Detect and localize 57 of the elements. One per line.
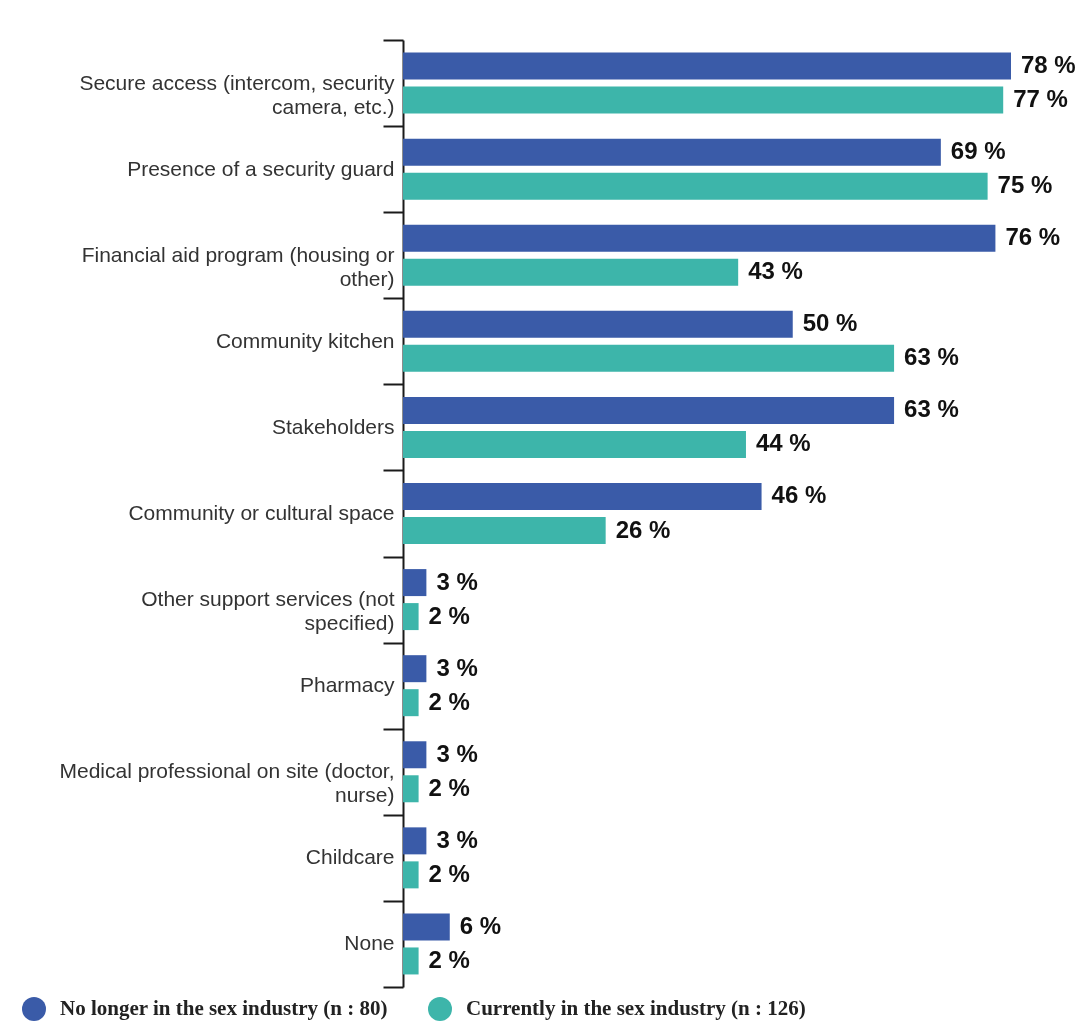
data-label: 50 %: [802, 309, 858, 337]
data-label: 44 %: [755, 429, 811, 457]
y-tick-label: Financial aid program (housing or other): [81, 242, 395, 290]
legend-label: Currently in the sex industry (n : 126): [466, 996, 806, 1020]
y-tick-label: None: [344, 931, 395, 955]
bar: [403, 569, 427, 597]
bar: [403, 517, 606, 544]
bar: [403, 827, 427, 855]
bar: [403, 52, 1011, 80]
bar: [403, 224, 996, 252]
bar: [403, 775, 419, 803]
bar: [403, 344, 895, 372]
data-label: 78 %: [1021, 51, 1076, 79]
data-label: 75 %: [997, 171, 1053, 199]
data-label: 63 %: [904, 395, 959, 423]
data-label: 77 %: [1013, 85, 1068, 113]
y-tick-label: Other support services (not specified): [141, 587, 395, 635]
data-label: 26 %: [615, 515, 671, 543]
y-tick-label: Pharmacy: [299, 673, 395, 697]
data-label: 6 %: [459, 911, 502, 939]
data-label: 69 %: [950, 137, 1006, 165]
bar: [403, 741, 427, 769]
bar: [403, 430, 746, 458]
bar: [403, 603, 419, 631]
y-tick-label: Community kitchen: [215, 328, 395, 352]
data-label: 2 %: [428, 687, 470, 715]
data-label: 3 %: [436, 653, 478, 681]
data-label: 43 %: [748, 257, 803, 285]
y-tick-label: Secure access (intercom, security camera, etc.): [79, 70, 395, 118]
y-tick-label: Community or cultural space: [128, 501, 395, 524]
data-label: 63 %: [904, 343, 959, 371]
bar: [403, 86, 1004, 114]
data-label: 2 %: [428, 601, 470, 629]
bar: [403, 483, 762, 510]
y-tick-label: Childcare: [305, 845, 395, 869]
bar: [403, 310, 793, 338]
y-tick-label: Presence of a security guard: [127, 156, 395, 180]
bar: [403, 861, 419, 889]
data-label: 2 %: [428, 773, 470, 801]
data-label: 3 %: [436, 567, 478, 595]
bar: [403, 172, 988, 200]
bar: [403, 396, 895, 424]
bar: [403, 655, 427, 683]
data-label: 2 %: [428, 859, 470, 887]
data-label: 46 %: [771, 481, 827, 509]
bar: [403, 947, 419, 975]
bar: [403, 689, 419, 717]
legend-label: No longer in the sex industry (n : 80): [60, 996, 388, 1020]
bar: [403, 138, 941, 166]
data-label: 76 %: [1005, 223, 1061, 251]
data-label: 3 %: [436, 825, 478, 853]
data-label: 3 %: [436, 739, 478, 767]
bar: [403, 258, 739, 286]
data-label: 2 %: [428, 945, 470, 973]
bar: [403, 913, 450, 941]
y-tick-label: Medical professional on site (doctor, nurse): [59, 759, 395, 807]
y-tick-label: Stakeholders: [271, 414, 395, 438]
